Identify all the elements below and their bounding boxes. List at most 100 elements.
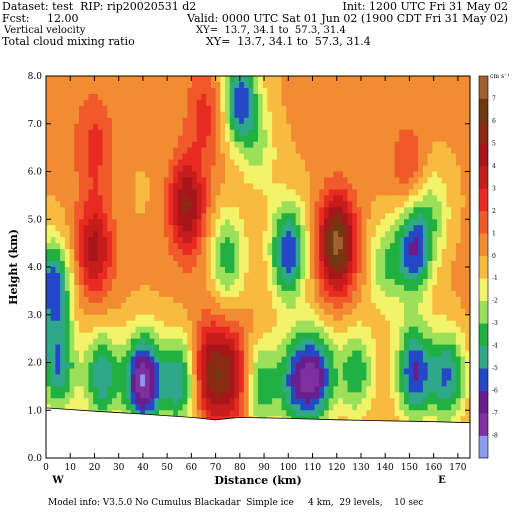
heatmap-cell: [225, 392, 231, 399]
heatmap-cell: [460, 165, 466, 173]
heatmap-cell: [154, 141, 160, 149]
heatmap-cell: [323, 213, 330, 220]
heatmap-cell: [451, 255, 457, 262]
heatmap-cell: [300, 272, 306, 280]
heatmap-cell: [408, 93, 415, 101]
heatmap-cell: [389, 356, 396, 364]
heatmap-cell: [394, 362, 400, 370]
heatmap-cell: [177, 111, 184, 119]
heatmap-cell: [309, 129, 316, 137]
heatmap-cell: [404, 398, 410, 405]
heatmap-cell: [159, 105, 165, 113]
heatmap-cell: [347, 159, 353, 167]
heatmap-cell: [319, 237, 325, 244]
heatmap-cell: [286, 320, 292, 328]
heatmap-cell: [286, 171, 292, 179]
heatmap-cell: [422, 302, 429, 310]
heatmap-cell: [361, 93, 367, 101]
heatmap-cell: [309, 338, 316, 346]
heatmap-cell: [338, 201, 344, 208]
heatmap-cell: [380, 272, 386, 280]
heatmap-cell: [262, 76, 269, 83]
heatmap-cell: [121, 290, 127, 298]
heatmap-cell: [225, 332, 231, 340]
heatmap-cell: [154, 207, 160, 214]
heatmap-cell: [371, 344, 377, 352]
heatmap-cell: [432, 81, 438, 89]
heatmap-cell: [272, 320, 278, 328]
heatmap-cell: [262, 123, 269, 131]
heatmap-cell: [366, 129, 372, 137]
heatmap-cell: [88, 368, 94, 376]
heatmap-cell: [234, 99, 240, 107]
heatmap-cell: [399, 81, 405, 89]
heatmap-cell: [83, 404, 89, 411]
heatmap-cell: [126, 81, 132, 89]
heatmap-cell: [427, 171, 433, 179]
heatmap-cell: [210, 165, 217, 173]
heatmap-cell: [107, 350, 113, 358]
heatmap-cell: [102, 338, 108, 346]
heatmap-cell: [375, 231, 382, 238]
heatmap-cell: [163, 320, 170, 328]
heatmap-cell: [69, 129, 75, 137]
heatmap-cell: [168, 165, 174, 173]
heatmap-cell: [399, 225, 405, 232]
heatmap-cell: [140, 111, 146, 119]
heatmap-cell: [88, 392, 94, 399]
heatmap-cell: [437, 141, 443, 149]
heatmap-cell: [248, 81, 254, 89]
heatmap-cell: [385, 314, 391, 322]
heatmap-cell: [168, 99, 174, 107]
heatmap-cell: [64, 374, 71, 382]
heatmap-cell: [427, 159, 433, 167]
heatmap-cell: [300, 308, 306, 316]
heatmap-cell: [74, 111, 80, 119]
heatmap-cell: [210, 201, 217, 208]
heatmap-cell: [290, 171, 297, 179]
heatmap-cell: [248, 171, 254, 179]
heatmap-cell: [182, 141, 188, 149]
heatmap-cell: [380, 213, 386, 220]
heatmap-cell: [55, 159, 61, 167]
heatmap-cell: [154, 392, 160, 399]
heatmap-cell: [323, 326, 330, 334]
heatmap-cell: [140, 99, 146, 107]
heatmap-cell: [352, 284, 358, 292]
heatmap-cell: [338, 99, 344, 107]
heatmap-cell: [300, 338, 306, 346]
heatmap-cell: [201, 87, 207, 95]
heatmap-cell: [408, 267, 415, 274]
heatmap-cell: [413, 153, 419, 161]
heatmap-cell: [78, 195, 85, 202]
heatmap-cell: [149, 201, 155, 208]
heatmap-cell: [295, 81, 301, 89]
heatmap-cell: [225, 129, 231, 137]
heatmap-cell: [366, 344, 372, 352]
heatmap-cell: [135, 81, 141, 89]
heatmap-cell: [418, 278, 424, 286]
heatmap-cell: [140, 267, 146, 274]
heatmap-cell: [286, 159, 292, 167]
heatmap-cell: [446, 123, 452, 131]
heatmap-cell: [97, 93, 104, 101]
heatmap-cell: [399, 93, 405, 101]
heatmap-cell: [437, 213, 443, 220]
heatmap-cell: [55, 261, 61, 268]
heatmap-cell: [418, 243, 424, 250]
heatmap-cell: [281, 237, 287, 244]
heatmap-cell: [432, 93, 438, 101]
heatmap-cell: [78, 219, 85, 226]
heatmap-cell: [338, 171, 344, 179]
heatmap-cell: [60, 177, 66, 185]
heatmap-cell: [347, 195, 353, 202]
heatmap-cell: [389, 302, 396, 310]
heatmap-cell: [389, 278, 396, 286]
heatmap-cell: [177, 231, 184, 238]
heatmap-cell: [154, 243, 160, 250]
heatmap-cell: [192, 195, 198, 202]
heatmap-cell: [437, 344, 443, 352]
heatmap-cell: [121, 93, 127, 101]
heatmap-cell: [144, 320, 151, 328]
heatmap-cell: [385, 362, 391, 370]
